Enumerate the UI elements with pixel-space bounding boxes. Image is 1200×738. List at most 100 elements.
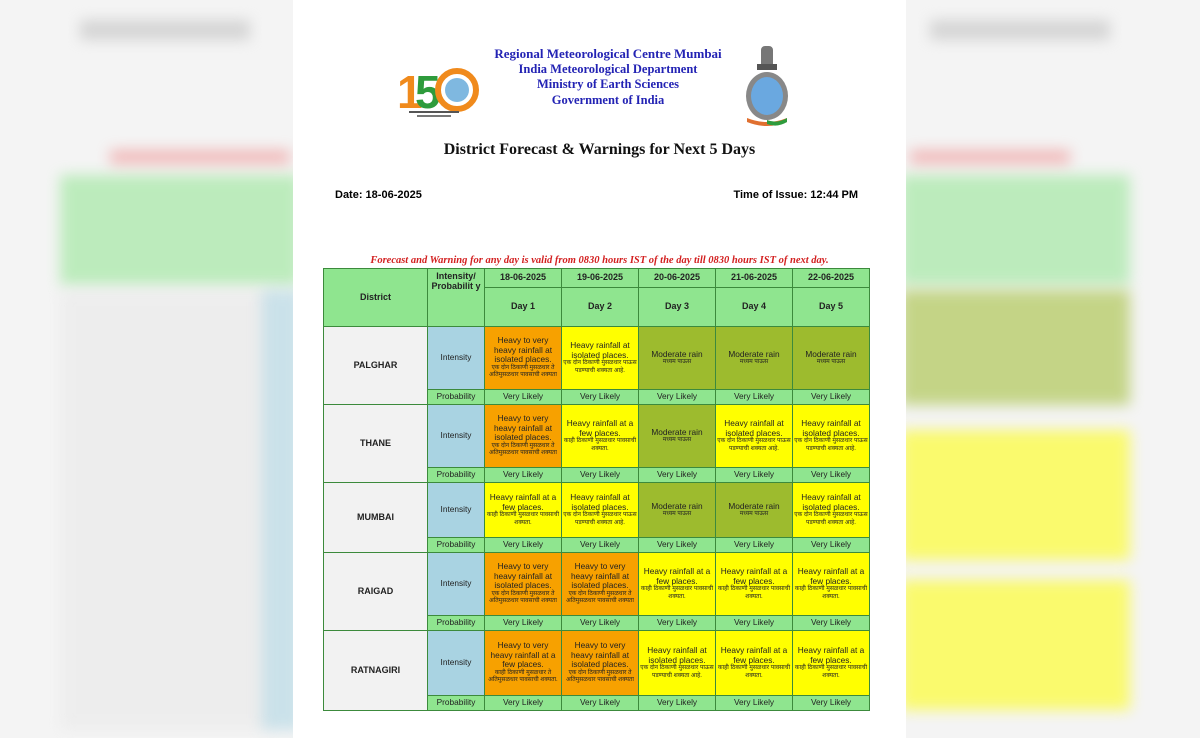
forecast-marathi: काही ठिकाणी मुसळधार पावसाची शक्यता. — [486, 512, 560, 526]
forecast-english: Moderate rain — [651, 348, 703, 359]
forecast-english: Heavy rainfall at a few places. — [797, 645, 865, 665]
probability-label: Probability — [427, 467, 485, 483]
forecast-marathi: काही ठिकाणी मुसळधार पावसाची शक्यता. — [717, 665, 791, 679]
probability-cell: Very Likely — [484, 695, 562, 711]
probability-cell: Very Likely — [715, 615, 793, 631]
day-header: Day 1 — [484, 287, 562, 327]
issue-date: Date: 18-06-2025 — [335, 189, 422, 201]
day-header: Day 2 — [561, 287, 639, 327]
forecast-cell: Heavy to very heavy rainfall at a few pl… — [484, 630, 562, 696]
forecast-cell: Moderate rain मध्यम पाऊस — [792, 326, 870, 390]
forecast-cell: Heavy rainfall at a few places. काही ठिक… — [484, 482, 562, 538]
imd-150-years-logo: 1 5 — [397, 66, 479, 118]
forecast-cell: Moderate rain मध्यम पाऊस — [715, 326, 793, 390]
district-name: THANE — [323, 404, 428, 483]
forecast-marathi: मध्यम पाऊस — [662, 437, 692, 443]
date-header: 21-06-2025 — [715, 268, 793, 288]
forecast-cell: Heavy rainfall at isolated places. एक दो… — [561, 326, 639, 390]
forecast-english: Heavy to very heavy rainfall at isolated… — [493, 561, 553, 591]
imd-emblem-logo — [746, 46, 788, 126]
forecast-english: Heavy to very heavy rainfall at a few pl… — [490, 640, 556, 670]
forecast-marathi: एक दोन ठिकाणी मुसळधार पाऊस पडण्याची शक्य… — [640, 665, 714, 679]
forecast-cell: Heavy to very heavy rainfall at isolated… — [484, 326, 562, 390]
probability-cell: Very Likely — [484, 615, 562, 631]
forecast-cell: Heavy rainfall at a few places. काही ठिक… — [715, 630, 793, 696]
probability-cell: Very Likely — [638, 467, 716, 483]
district-row: PALGHAR Intensity Heavy to very heavy ra… — [323, 326, 870, 405]
forecast-marathi: एक दोन ठिकाणी मुसळधार पाऊस पडण्याची शक्य… — [717, 438, 791, 452]
forecast-marathi: काही ठिकाणी मुसळधार ते अतिमुसळधार पावसाच… — [488, 669, 558, 684]
forecast-marathi: एक दोन ठिकाणी मुसळधार ते अतिमुसळधार पावस… — [489, 590, 557, 605]
probability-cell: Very Likely — [484, 537, 562, 553]
forecast-marathi: काही ठिकाणी मुसळधार पावसाची शक्यता. — [794, 586, 868, 600]
probability-cell: Very Likely — [792, 467, 870, 483]
probability-cell: Very Likely — [792, 695, 870, 711]
forecast-cell: Heavy to very heavy rainfall at isolated… — [561, 630, 639, 696]
forecast-english: Heavy to very heavy rainfall at isolated… — [570, 640, 630, 670]
date-header: 18-06-2025 — [484, 268, 562, 288]
district-name: RATNAGIRI — [323, 630, 428, 711]
forecast-marathi: मध्यम पाऊस — [739, 359, 769, 365]
forecast-english: Heavy to very heavy rainfall at isolated… — [570, 561, 630, 591]
forecast-cell: Heavy rainfall at isolated places. एक दो… — [792, 404, 870, 468]
probability-label: Probability — [427, 615, 485, 631]
forecast-english: Heavy rainfall at a few places. — [797, 566, 865, 586]
forecast-cell: Heavy to very heavy rainfall at isolated… — [561, 552, 639, 616]
forecast-marathi: एक दोन ठिकाणी मुसळधार ते अतिमुसळधार पावस… — [566, 669, 634, 684]
day-header: Day 5 — [792, 287, 870, 327]
forecast-marathi: एक दोन ठिकाणी मुसळधार ते अतिमुसळधार पावस… — [566, 590, 634, 605]
forecast-english: Heavy rainfall at isolated places. — [801, 492, 861, 512]
forecast-cell: Moderate rain मध्यम पाऊस — [638, 404, 716, 468]
probability-cell: Very Likely — [484, 389, 562, 405]
forecast-cell: Heavy rainfall at isolated places. एक दो… — [638, 630, 716, 696]
forecast-english: Heavy to very heavy rainfall at isolated… — [493, 413, 553, 443]
forecast-english: Moderate rain — [805, 348, 857, 359]
svg-text:1: 1 — [397, 66, 423, 118]
document-title: District Forecast & Warnings for Next 5 … — [443, 141, 756, 158]
day-header: Day 3 — [638, 287, 716, 327]
forecast-cell: Heavy to very heavy rainfall at isolated… — [484, 404, 562, 468]
validity-note: Forecast and Warning for any day is vali… — [370, 255, 829, 266]
forecast-english: Heavy to very heavy rainfall at isolated… — [493, 335, 553, 365]
forecast-cell: Moderate rain मध्यम पाऊस — [715, 482, 793, 538]
probability-row: Probability Very Likely Very Likely Very Li… — [324, 695, 870, 711]
date-header: 22-06-2025 — [792, 268, 870, 288]
intensity-label: Intensity — [427, 326, 485, 390]
probability-row: Probability Very Likely Very Likely Very Li… — [324, 467, 870, 483]
org-line: India Meteorological Department — [518, 61, 698, 76]
forecast-cell: Heavy rainfall at isolated places. एक दो… — [715, 404, 793, 468]
district-column-header: District — [323, 268, 428, 327]
forecast-english: Moderate rain — [728, 348, 780, 359]
probability-cell: Very Likely — [561, 615, 639, 631]
intensity-label: Intensity — [427, 552, 485, 616]
intensity-label: Intensity — [427, 404, 485, 468]
district-name: RAIGAD — [323, 552, 428, 631]
forecast-cell: Heavy rainfall at isolated places. एक दो… — [561, 482, 639, 538]
probability-cell: Very Likely — [715, 467, 793, 483]
org-line: Regional Meteorological Centre Mumbai — [494, 46, 722, 61]
forecast-english: Heavy rainfall at a few places. — [643, 566, 711, 586]
forecast-cell: Moderate rain मध्यम पाऊस — [638, 326, 716, 390]
org-line: Government of India — [551, 92, 665, 107]
forecast-marathi: मध्यम पाऊस — [662, 359, 692, 365]
forecast-english: Heavy rainfall at a few places. — [489, 492, 557, 512]
forecast-cell: Heavy rainfall at a few places. काही ठिक… — [561, 404, 639, 468]
forecast-marathi: काही ठिकाणी मुसळधार पावसाची शक्यता. — [717, 586, 791, 600]
probability-cell: Very Likely — [638, 389, 716, 405]
probability-cell: Very Likely — [792, 615, 870, 631]
forecast-marathi: एक दोन ठिकाणी मुसळधार पाऊस पडण्याची शक्य… — [563, 360, 637, 374]
date-header: 19-06-2025 — [561, 268, 639, 288]
forecast-english: Heavy rainfall at a few places. — [720, 645, 788, 665]
intensity-label: Intensity — [427, 630, 485, 696]
probability-row: Probability Very Likely Very Likely Very Li… — [324, 389, 870, 405]
forecast-marathi: एक दोन ठिकाणी मुसळधार पाऊस पडण्याची शक्य… — [794, 512, 868, 526]
forecast-marathi: काही ठिकाणी मुसळधार पावसाची शक्यता. — [640, 586, 714, 600]
probability-cell: Very Likely — [715, 389, 793, 405]
org-line: Ministry of Earth Sciences — [537, 77, 679, 91]
forecast-table: District Intensity/ Probabilit y 18-06-2… — [323, 268, 870, 711]
probability-cell: Very Likely — [715, 695, 793, 711]
probability-cell: Very Likely — [638, 615, 716, 631]
forecast-cell: Moderate rain मध्यम पाऊस — [638, 482, 716, 538]
probability-cell: Very Likely — [792, 389, 870, 405]
forecast-marathi: एक दोन ठिकाणी मुसळधार पाऊस पडण्याची शक्य… — [794, 438, 868, 452]
